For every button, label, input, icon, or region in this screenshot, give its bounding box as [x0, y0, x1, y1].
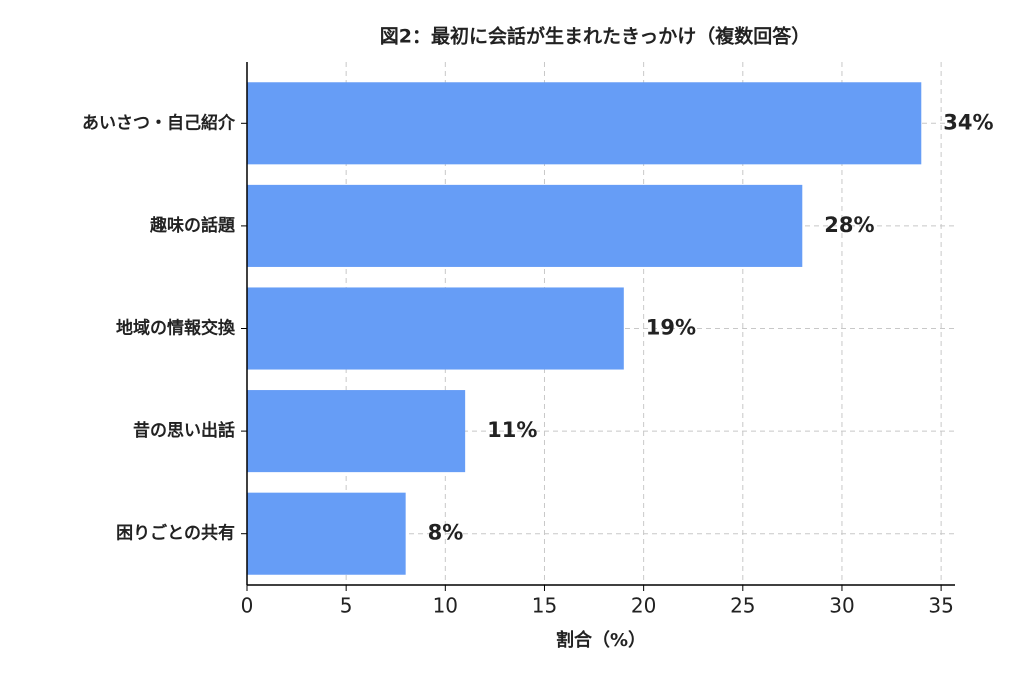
value-label: 19%	[646, 316, 696, 340]
y-tick-label: 困りごとの共有	[116, 523, 235, 544]
bar	[247, 287, 624, 370]
value-label: 28%	[824, 213, 874, 237]
chart-title: 図2：最初に会話が生まれたきっかけ（複数回答）	[380, 25, 810, 48]
x-axis-label: 割合（%）	[556, 629, 646, 651]
bar	[247, 184, 803, 267]
x-tick-label: 10	[433, 594, 458, 618]
y-tick-label: 昔の思い出話	[133, 420, 235, 441]
bar	[247, 390, 466, 473]
y-tick-label: 地域の情報交換	[116, 318, 236, 339]
bar	[247, 492, 406, 575]
value-label: 34%	[943, 110, 993, 134]
x-tick-label: 5	[340, 594, 353, 618]
y-tick-label: 趣味の話題	[149, 215, 236, 236]
x-tick-label: 15	[532, 594, 557, 618]
x-tick-label: 35	[928, 594, 953, 618]
x-tick-label: 20	[631, 594, 656, 618]
bar	[247, 82, 922, 165]
value-label: 8%	[428, 521, 464, 545]
y-tick-label: あいさつ・自己紹介	[82, 112, 236, 133]
x-tick-label: 25	[730, 594, 755, 618]
value-label: 11%	[487, 418, 537, 442]
x-tick-label: 30	[829, 594, 854, 618]
x-tick-label: 0	[241, 594, 254, 618]
